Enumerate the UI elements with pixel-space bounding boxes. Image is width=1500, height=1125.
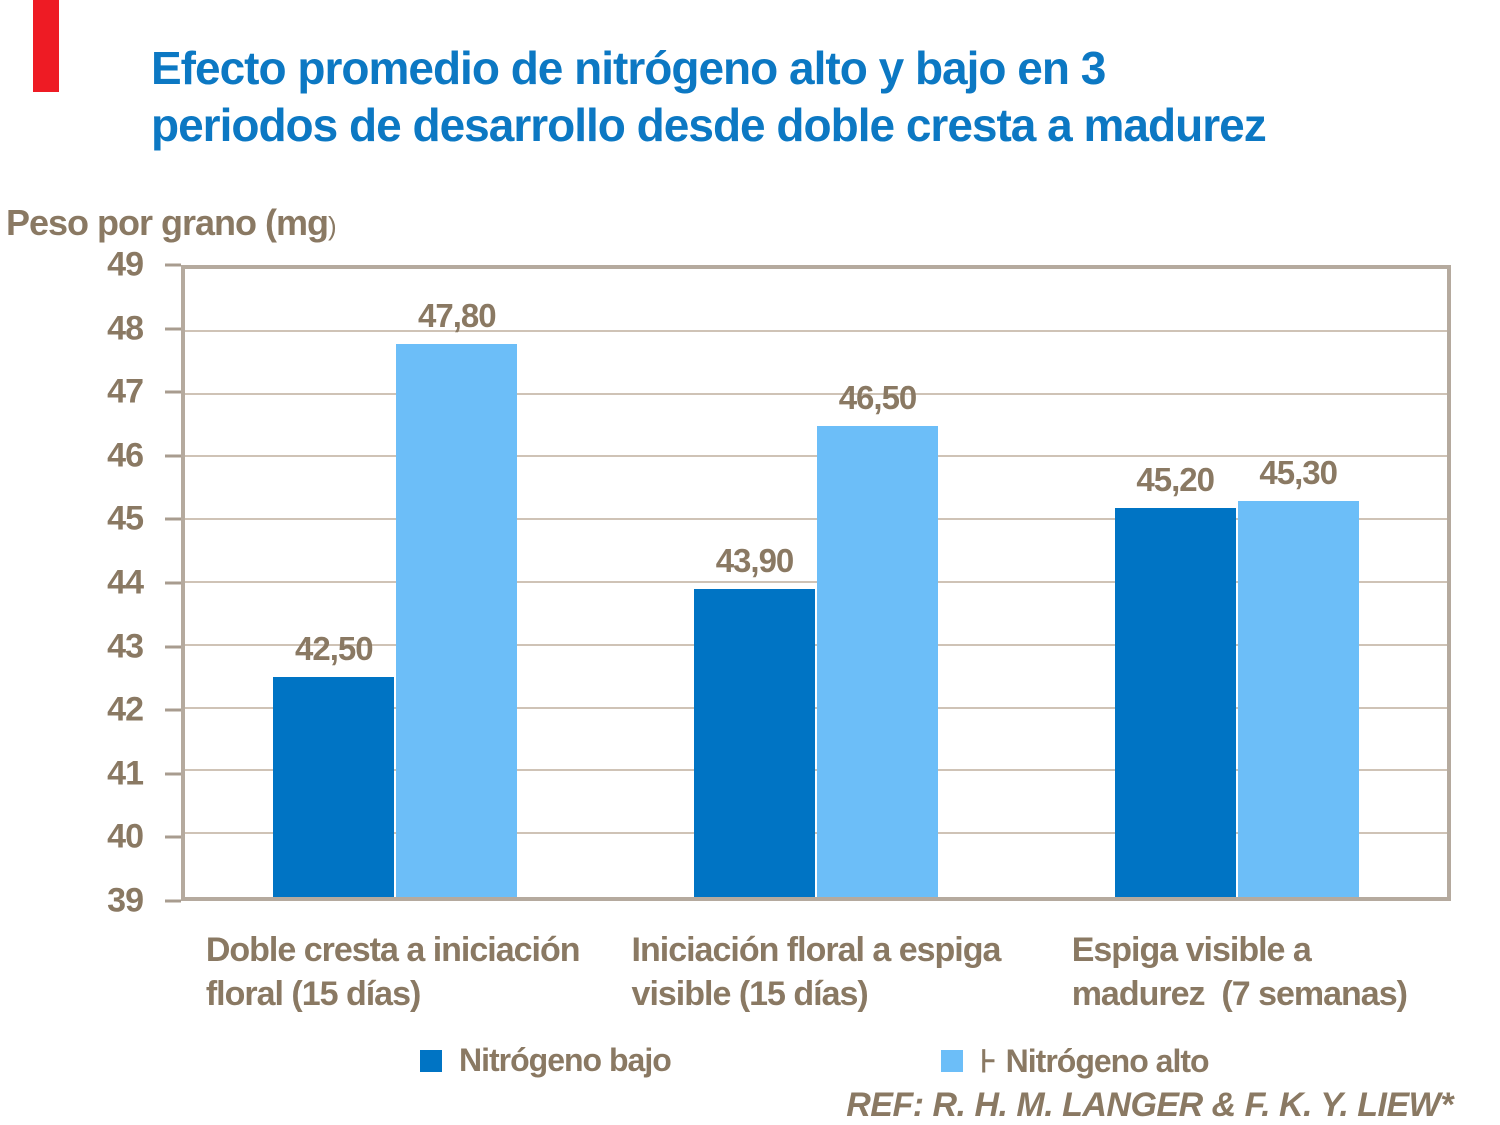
y-tick-mark	[165, 899, 181, 903]
plot-area: 42,50 47,80 43,90 46,50 45,20 45,30	[181, 265, 1451, 901]
accent-bar	[33, 0, 59, 92]
category-axis: Doble cresta a iniciación floral (15 días…	[181, 928, 1451, 1016]
bar-group: 42,50 47,80	[185, 269, 606, 897]
legend-swatch-nitrogeno-alto	[941, 1050, 963, 1072]
y-tick-mark	[165, 390, 181, 394]
category-label: Espiga visible a madurez (7 semanas)	[1071, 931, 1408, 1013]
chart-title-line2: periodos de desarrollo desde doble crest…	[151, 99, 1267, 151]
y-tick-label: 46	[107, 436, 144, 475]
y-tick-label: 49	[107, 245, 144, 284]
gridline	[185, 643, 1447, 646]
reference-note: REF: R. H. M. LANGER & F. K. Y. LIEW*	[846, 1086, 1453, 1124]
bar-nitrogeno-alto: 47,80	[396, 297, 518, 897]
legend-label-nitrogeno-alto: Nitrógeno alto	[1005, 1042, 1210, 1079]
gridline	[185, 518, 1447, 521]
y-tick-label: 44	[107, 563, 144, 602]
legend-stray-glyph: ⊦	[980, 1043, 997, 1079]
bar-nitrogeno-bajo: 43,90	[694, 542, 815, 897]
category-label: Doble cresta a iniciación floral (15 días…	[205, 931, 581, 1013]
category-column: Iniciación floral a espiga visible (15 dí…	[604, 928, 1027, 1016]
y-tick-mark	[165, 772, 181, 776]
bar-groups: 42,50 47,80 43,90 46,50 45,20 45,30	[185, 269, 1447, 897]
y-tick-mark	[165, 581, 181, 585]
y-tick-mark	[165, 327, 181, 331]
y-tick-label: 43	[107, 627, 144, 666]
y-axis-title-main: Peso por grano (mg	[6, 202, 329, 243]
bar-value-label: 46,50	[838, 379, 918, 416]
category-column: Espiga visible a madurez (7 semanas)	[1028, 928, 1451, 1016]
y-tick-mark	[165, 454, 181, 458]
bar-group: 43,90 46,50	[606, 269, 1027, 897]
gridline	[185, 329, 1447, 332]
gridline	[185, 455, 1447, 458]
y-tick-mark	[165, 645, 181, 649]
gridline	[185, 392, 1447, 395]
gridline	[185, 769, 1447, 772]
bar-nitrogeno-bajo: 45,20	[1114, 461, 1236, 897]
y-tick-mark	[165, 263, 181, 267]
category-column: Doble cresta a iniciación floral (15 días…	[181, 928, 604, 1016]
bar-nitrogeno-bajo: 42,50	[273, 630, 395, 897]
y-tick-label: 41	[107, 754, 144, 793]
y-tick-label: 39	[107, 881, 144, 920]
bar-value-label: 47,80	[418, 297, 497, 335]
bar-value-label: 45,20	[1136, 460, 1215, 498]
y-tick-label: 48	[107, 309, 144, 348]
bar-nitrogeno-alto: 46,50	[817, 379, 938, 897]
gridline	[185, 706, 1447, 709]
category-label: Iniciación floral a espiga visible (15 dí…	[631, 931, 1002, 1013]
chart-title-line1: Efecto promedio de nitrógeno alto y bajo…	[151, 42, 1106, 94]
y-tick-mark	[165, 708, 181, 712]
bar-group: 45,20 45,30	[1026, 269, 1447, 897]
bar-value-label: 43,90	[715, 542, 795, 580]
y-tick-label: 40	[107, 817, 144, 856]
bar-value-label: 45,30	[1259, 454, 1338, 492]
legend-swatch-nitrogeno-bajo	[420, 1049, 442, 1072]
y-tick-mark	[165, 835, 181, 839]
y-axis-title: Peso por grano (mg)	[6, 202, 337, 244]
bar-value-label: 42,50	[295, 630, 374, 668]
legend-item-nitrogeno-bajo: Nitrógeno bajo	[420, 1042, 672, 1079]
y-tick-mark	[165, 517, 181, 521]
y-axis-title-paren: )	[328, 211, 337, 241]
bar-nitrogeno-alto: 45,30	[1237, 454, 1359, 897]
gridline	[185, 832, 1447, 835]
legend-label-nitrogeno-bajo: Nitrógeno bajo	[459, 1042, 672, 1078]
chart-title: Efecto promedio de nitrógeno alto y bajo…	[151, 40, 1451, 154]
y-tick-label: 42	[107, 690, 144, 729]
y-tick-label: 45	[107, 499, 144, 538]
legend-item-nitrogeno-alto: ⊦ Nitrógeno alto	[941, 1042, 1210, 1080]
y-tick-label: 47	[107, 372, 144, 411]
gridline	[185, 581, 1447, 583]
y-axis: 49 48 47 46 45 44 43 42 41 40 39	[0, 246, 181, 920]
